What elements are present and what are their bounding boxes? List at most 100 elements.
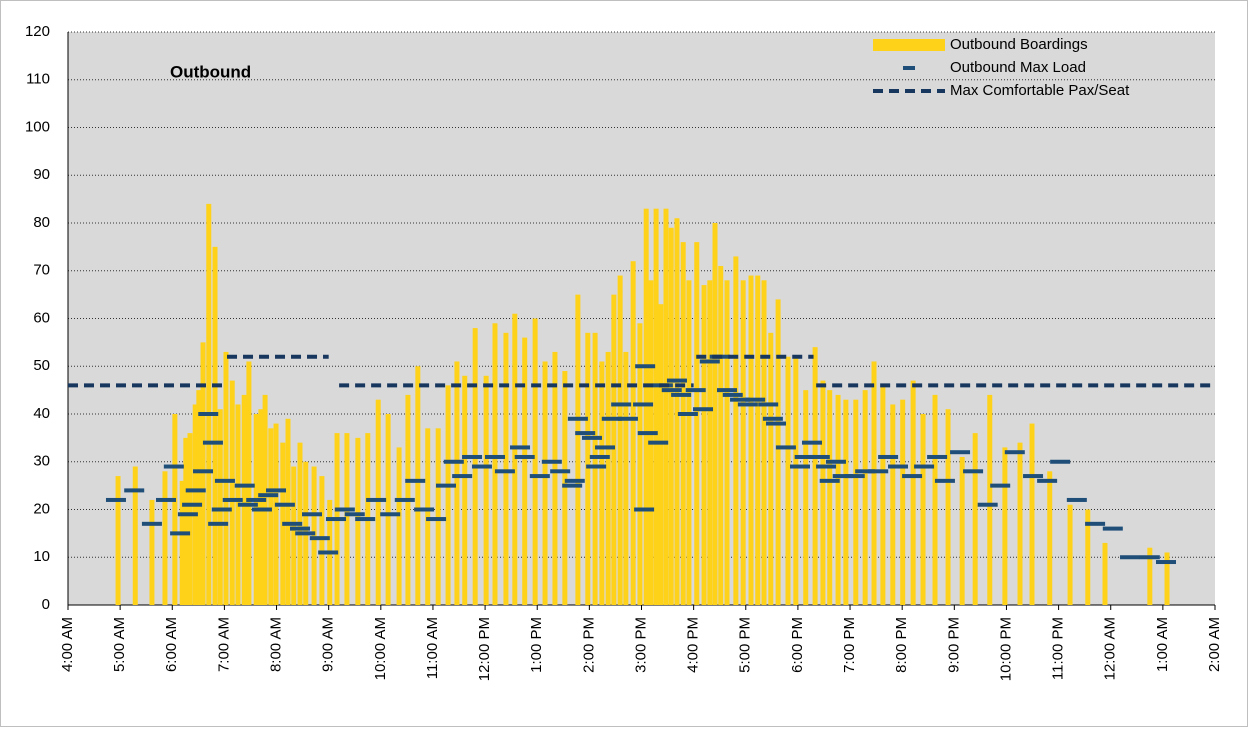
max-load-dash bbox=[1102, 526, 1123, 531]
bar bbox=[1047, 471, 1053, 605]
x-tick-label: 7:00 PM bbox=[841, 617, 858, 673]
bar bbox=[187, 433, 193, 605]
bar bbox=[206, 203, 212, 605]
bar bbox=[483, 375, 489, 605]
max-load-dash bbox=[914, 464, 935, 469]
max-load-dash bbox=[794, 454, 815, 459]
max-load-dash bbox=[1085, 521, 1106, 526]
bar bbox=[853, 399, 859, 605]
max-load-dash bbox=[510, 445, 531, 450]
max-load-dash bbox=[766, 421, 787, 426]
max-load-dash bbox=[595, 445, 616, 450]
max-load-dash bbox=[762, 416, 783, 421]
max-load-dash bbox=[471, 464, 492, 469]
x-tick-label: 11:00 AM bbox=[424, 617, 441, 679]
bar bbox=[611, 294, 617, 605]
bar bbox=[686, 280, 692, 605]
x-tick-label: 9:00 PM bbox=[945, 617, 962, 673]
max-load-dash bbox=[586, 464, 607, 469]
x-tick-label: 7:00 AM bbox=[215, 617, 232, 672]
x-tick-label: 3:00 PM bbox=[632, 617, 649, 673]
max-load-dash bbox=[295, 531, 316, 536]
bar bbox=[542, 361, 548, 605]
bar bbox=[425, 428, 431, 605]
bar bbox=[827, 390, 833, 605]
bar bbox=[562, 371, 568, 605]
y-tick-label: 90 bbox=[33, 166, 50, 183]
max-load-dash bbox=[309, 536, 330, 541]
max-load-dash bbox=[414, 507, 435, 512]
bar bbox=[890, 404, 896, 605]
legend-swatch bbox=[873, 39, 945, 51]
max-load-dash bbox=[156, 497, 177, 502]
bar bbox=[223, 351, 229, 605]
bar bbox=[748, 275, 754, 605]
bar bbox=[663, 208, 669, 606]
max-load-dash bbox=[246, 497, 267, 502]
max-load-dash bbox=[722, 392, 743, 397]
bar bbox=[623, 351, 629, 605]
max-load-dash bbox=[211, 507, 232, 512]
max-load-dash bbox=[290, 526, 311, 531]
max-load-dash bbox=[730, 397, 751, 402]
bar bbox=[843, 399, 849, 605]
bar bbox=[396, 447, 402, 605]
max-load-dash bbox=[693, 407, 714, 412]
max-load-dash bbox=[934, 478, 955, 483]
bar bbox=[653, 208, 659, 606]
max-load-dash bbox=[185, 488, 206, 493]
max-load-dash bbox=[170, 531, 191, 536]
max-load-dash bbox=[1139, 555, 1160, 560]
bar bbox=[1085, 509, 1091, 605]
max-load-dash bbox=[868, 469, 889, 474]
max-load-dash bbox=[589, 454, 610, 459]
bar bbox=[217, 409, 223, 605]
max-load-dash bbox=[124, 488, 145, 493]
max-load-dash bbox=[699, 359, 720, 364]
x-tick-label: 2:00 PM bbox=[580, 617, 597, 673]
y-tick-label: 60 bbox=[33, 309, 50, 326]
legend-swatch bbox=[903, 66, 915, 70]
max-load-dash bbox=[634, 507, 655, 512]
bar bbox=[1102, 542, 1108, 605]
max-load-dash bbox=[177, 512, 198, 517]
max-load-dash bbox=[1037, 478, 1058, 483]
max-load-dash bbox=[452, 474, 473, 479]
bar bbox=[522, 337, 528, 605]
bar bbox=[344, 433, 350, 605]
x-tick-label: 11:00 PM bbox=[1050, 617, 1067, 680]
max-load-dash bbox=[541, 459, 562, 464]
x-tick-label: 8:00 AM bbox=[268, 617, 285, 672]
max-load-dash bbox=[193, 469, 214, 474]
bar bbox=[229, 380, 235, 605]
max-load-dash bbox=[888, 464, 909, 469]
max-load-dash bbox=[484, 454, 505, 459]
max-load-dash bbox=[141, 521, 162, 526]
bar bbox=[291, 466, 297, 605]
x-tick-label: 5:00 AM bbox=[111, 617, 128, 672]
max-load-dash bbox=[334, 507, 355, 512]
max-load-dash bbox=[1023, 474, 1044, 479]
bar bbox=[435, 428, 441, 605]
max-load-dash bbox=[855, 469, 876, 474]
bar bbox=[803, 390, 809, 605]
max-load-dash bbox=[282, 521, 303, 526]
bar bbox=[1017, 442, 1023, 605]
bar bbox=[733, 256, 739, 605]
max-load-dash bbox=[637, 431, 658, 436]
x-tick-label: 2:00 AM bbox=[1206, 617, 1223, 672]
bar bbox=[871, 361, 877, 605]
bar bbox=[785, 356, 791, 605]
bar bbox=[900, 399, 906, 605]
max-load-dash bbox=[1004, 450, 1025, 455]
bar bbox=[880, 385, 886, 605]
max-load-dash bbox=[105, 497, 126, 502]
max-load-dash bbox=[355, 517, 376, 522]
bar bbox=[454, 361, 460, 605]
max-load-dash bbox=[963, 469, 984, 474]
max-load-dash bbox=[666, 378, 687, 383]
x-tick-label: 8:00 PM bbox=[893, 617, 910, 673]
max-load-dash bbox=[514, 454, 535, 459]
bar bbox=[793, 356, 799, 605]
x-tick-label: 1:00 PM bbox=[528, 617, 545, 673]
